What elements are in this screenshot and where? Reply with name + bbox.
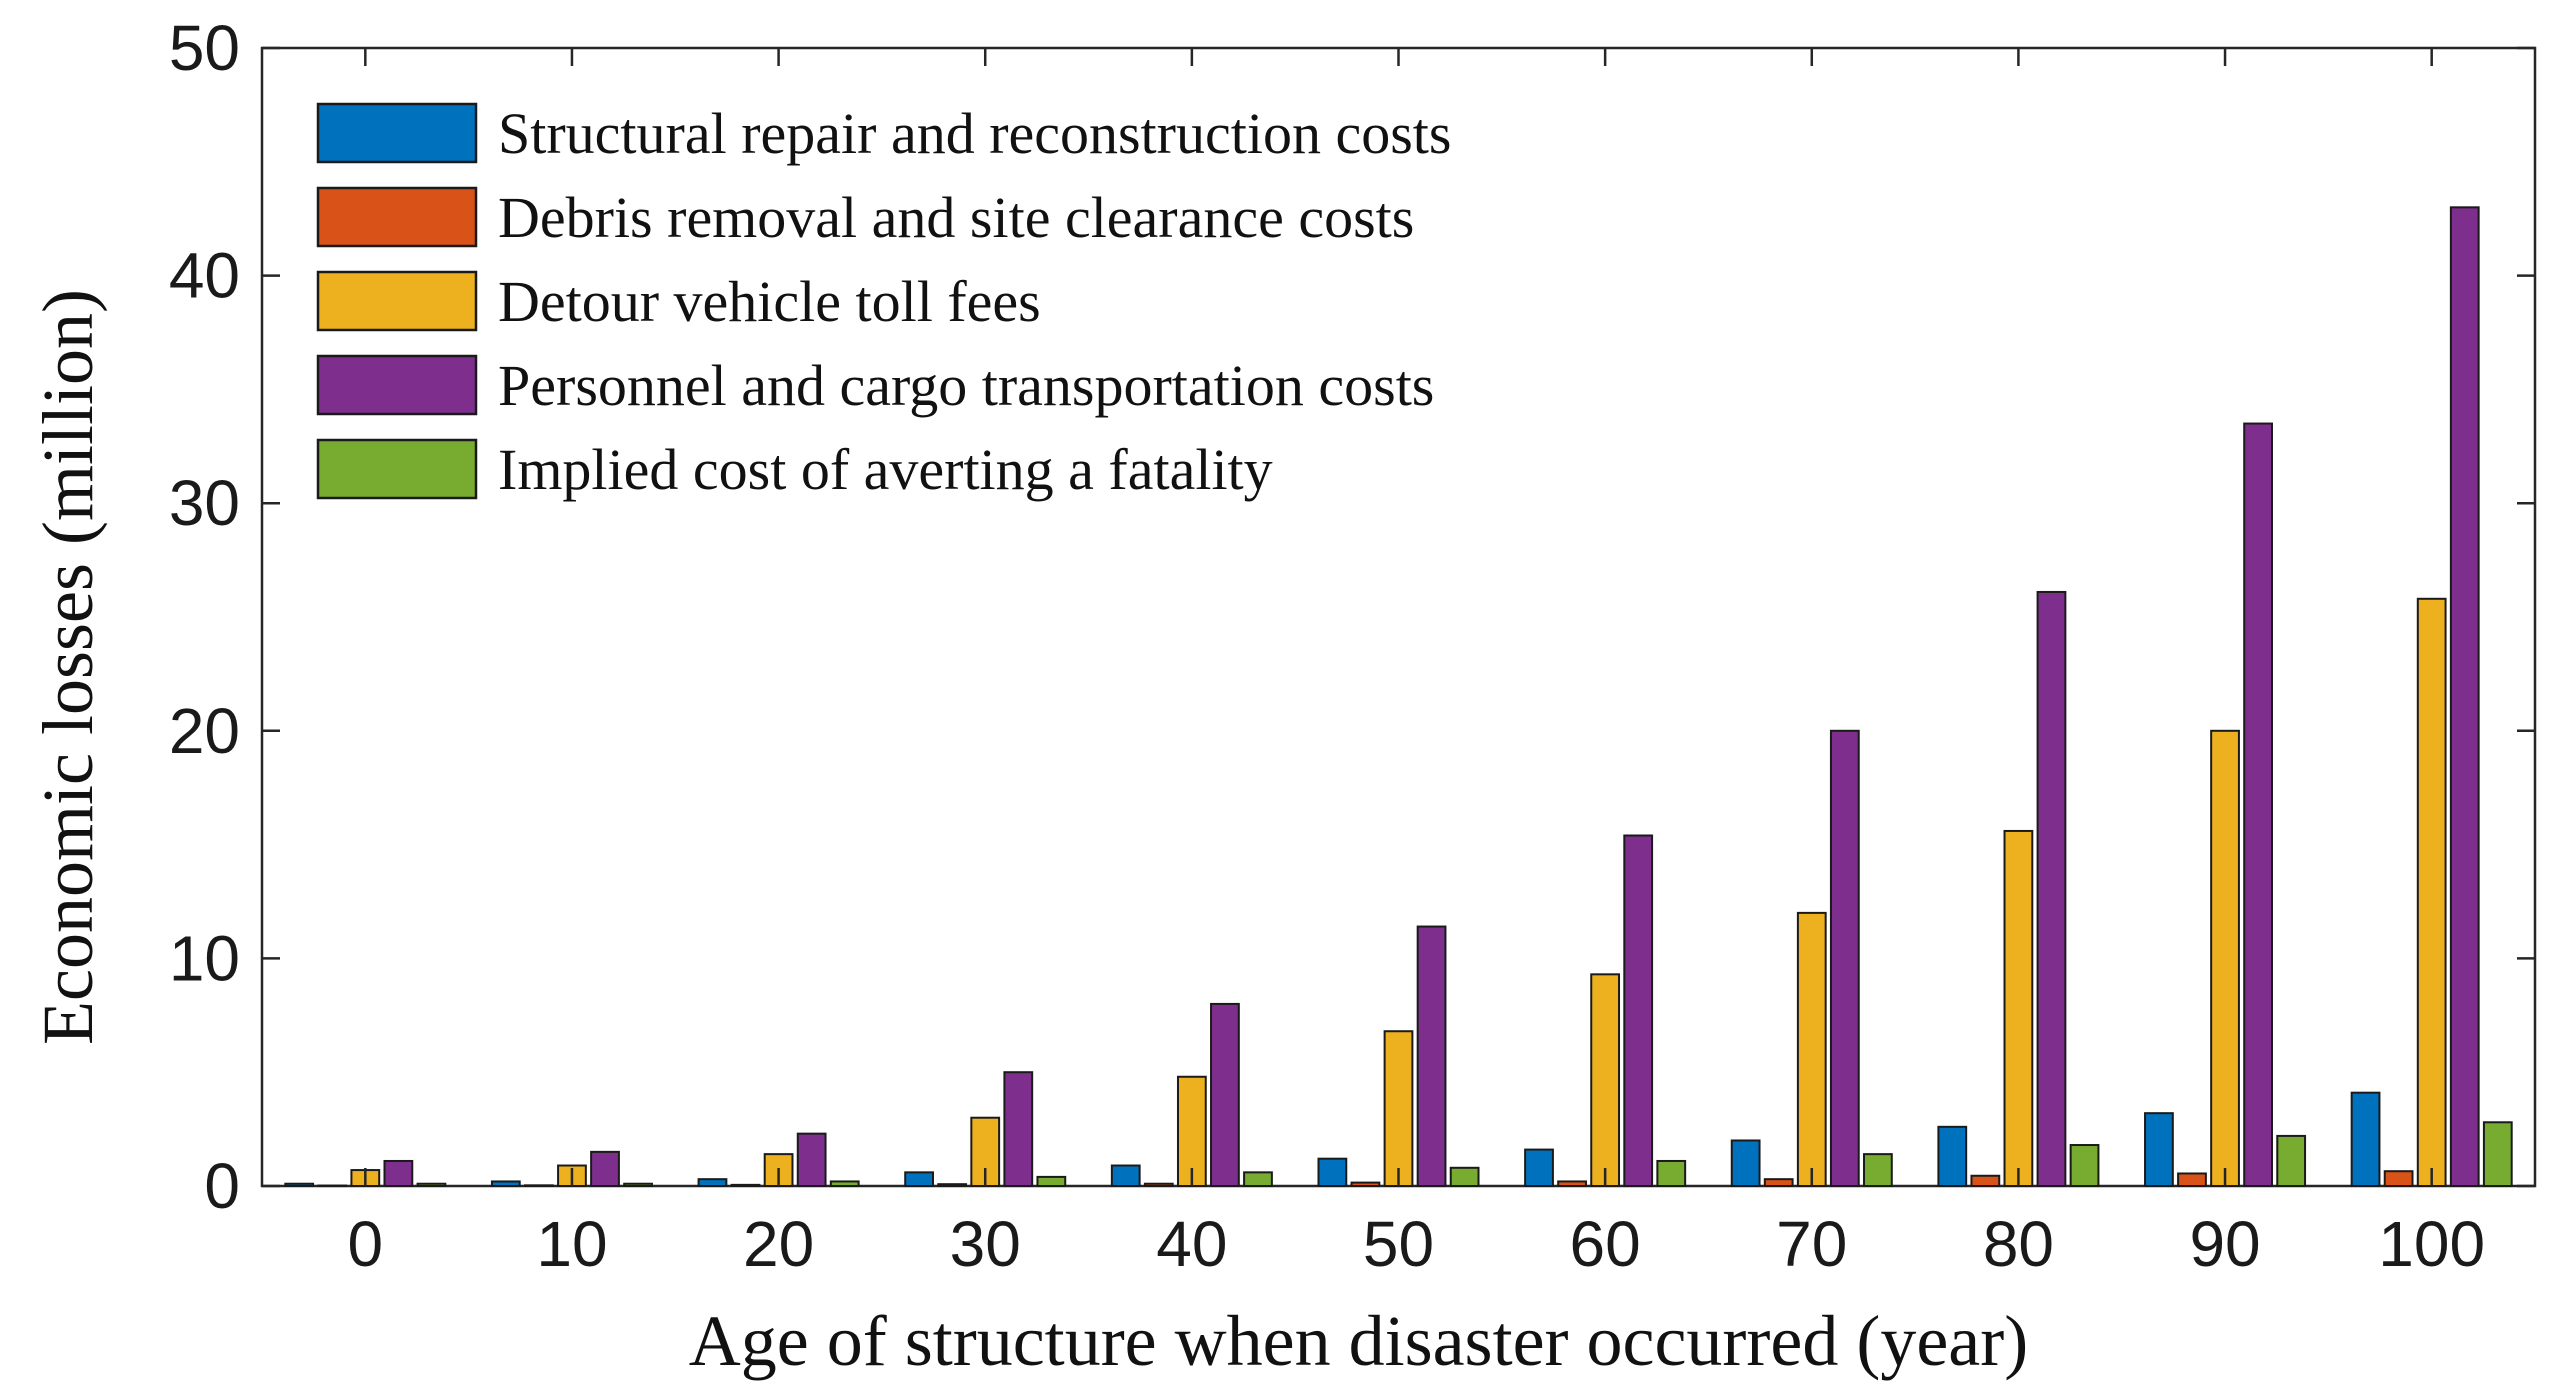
- legend-swatch: [316, 270, 478, 332]
- x-tick-label: 70: [1776, 1208, 1847, 1280]
- bar-2-60: [1557, 1180, 1587, 1187]
- bar-1-70: [1730, 1139, 1761, 1187]
- y-tick-label: 30: [169, 467, 240, 539]
- bar-5-60: [1656, 1159, 1687, 1187]
- y-tick-label: 50: [169, 12, 240, 84]
- bar-3-40: [1176, 1075, 1207, 1187]
- bar-2-20: [730, 1183, 761, 1188]
- bar-5-70: [1863, 1153, 1893, 1187]
- bar-2-70: [1763, 1178, 1794, 1187]
- bar-4-20: [796, 1132, 827, 1187]
- x-axis: 0 10 20 30 40 50 60 70 80 90 100: [348, 48, 2485, 1280]
- bar-5-30: [1036, 1175, 1067, 1187]
- bar-4-0: [383, 1159, 414, 1187]
- x-tick-label: 100: [2378, 1208, 2485, 1280]
- bar-1-10: [490, 1180, 521, 1187]
- bar-4-100: [2449, 206, 2480, 1187]
- bar-5-20: [829, 1180, 860, 1187]
- bar-4-80: [2036, 590, 2067, 1187]
- x-tick-label: 90: [2189, 1208, 2260, 1280]
- bar-1-60: [1524, 1148, 1554, 1187]
- legend-swatch: [316, 438, 478, 500]
- y-tick-label: 40: [169, 240, 240, 312]
- bar-5-100: [2482, 1121, 2513, 1187]
- legend-swatch: [316, 102, 478, 164]
- x-tick-label: 30: [950, 1208, 1021, 1280]
- x-tick-label: 40: [1156, 1208, 1227, 1280]
- bar-2-50: [1350, 1181, 1381, 1188]
- bar-4-50: [1416, 925, 1447, 1187]
- bar-1-80: [1937, 1125, 1968, 1187]
- bar-3-60: [1590, 973, 1621, 1187]
- x-tick-label: 80: [1983, 1208, 2054, 1280]
- x-tick-label: 20: [743, 1208, 814, 1280]
- bar-3-70: [1796, 911, 1827, 1187]
- bar-3-80: [2003, 829, 2034, 1187]
- bar-5-90: [2276, 1134, 2307, 1187]
- x-tick-label: 10: [536, 1208, 607, 1280]
- bar-2-30: [937, 1183, 968, 1187]
- bar-1-0: [284, 1182, 315, 1187]
- bar-1-40: [1110, 1164, 1141, 1187]
- bar-1-30: [904, 1171, 934, 1187]
- legend-label: Detour vehicle toll fees: [498, 269, 1041, 334]
- legend-label: Debris removal and site clearance costs: [498, 185, 1414, 250]
- legend-swatch: [316, 186, 478, 248]
- bar-2-100: [2383, 1170, 2414, 1188]
- bar-4-70: [1829, 729, 1860, 1187]
- bar-3-90: [2210, 729, 2240, 1187]
- bar-3-100: [2416, 597, 2447, 1187]
- bar-5-50: [1449, 1166, 1480, 1187]
- legend-label: Implied cost of averting a fatality: [498, 437, 1273, 502]
- legend-label: Structural repair and reconstruction cos…: [498, 101, 1451, 166]
- bar-5-40: [1243, 1171, 1273, 1187]
- bar-2-0: [317, 1184, 348, 1188]
- bar-1-90: [2144, 1112, 2174, 1187]
- bar-5-10: [623, 1182, 653, 1187]
- bar-1-20: [697, 1178, 728, 1187]
- legend-label: Personnel and cargo transportation costs: [498, 353, 1434, 418]
- y-axis: 0 10 20 30 40 50: [169, 12, 2535, 1222]
- plot-area: [260, 46, 2537, 1188]
- bar-2-40: [1143, 1182, 1174, 1187]
- y-tick-label: 10: [169, 922, 240, 994]
- bar-2-10: [524, 1184, 554, 1188]
- bar-2-90: [2177, 1172, 2207, 1188]
- x-axis-title: Age of structure when disaster occurred …: [689, 1301, 2028, 1381]
- bar-2-80: [1970, 1174, 2001, 1188]
- legend: Structural repair and reconstruction cos…: [316, 101, 1451, 502]
- x-tick-label: 60: [1570, 1208, 1641, 1280]
- bar-4-10: [590, 1150, 620, 1187]
- y-tick-label: 20: [169, 695, 240, 767]
- x-tick-label: 0: [348, 1208, 384, 1280]
- legend-swatch: [316, 354, 478, 416]
- bar-5-0: [416, 1182, 447, 1187]
- y-tick-label: 0: [204, 1150, 240, 1222]
- bar-4-90: [2243, 422, 2273, 1188]
- bar-4-30: [1003, 1071, 1034, 1187]
- x-tick-label: 50: [1363, 1208, 1434, 1280]
- bar-4-60: [1623, 834, 1654, 1187]
- bar-1-50: [1317, 1157, 1348, 1187]
- bar-5-80: [2069, 1144, 2100, 1187]
- bar-4-40: [1210, 1002, 1240, 1187]
- y-axis-title: Economic losses (million): [28, 289, 108, 1045]
- bar-1-100: [2350, 1091, 2381, 1187]
- bar-3-50: [1383, 1030, 1414, 1188]
